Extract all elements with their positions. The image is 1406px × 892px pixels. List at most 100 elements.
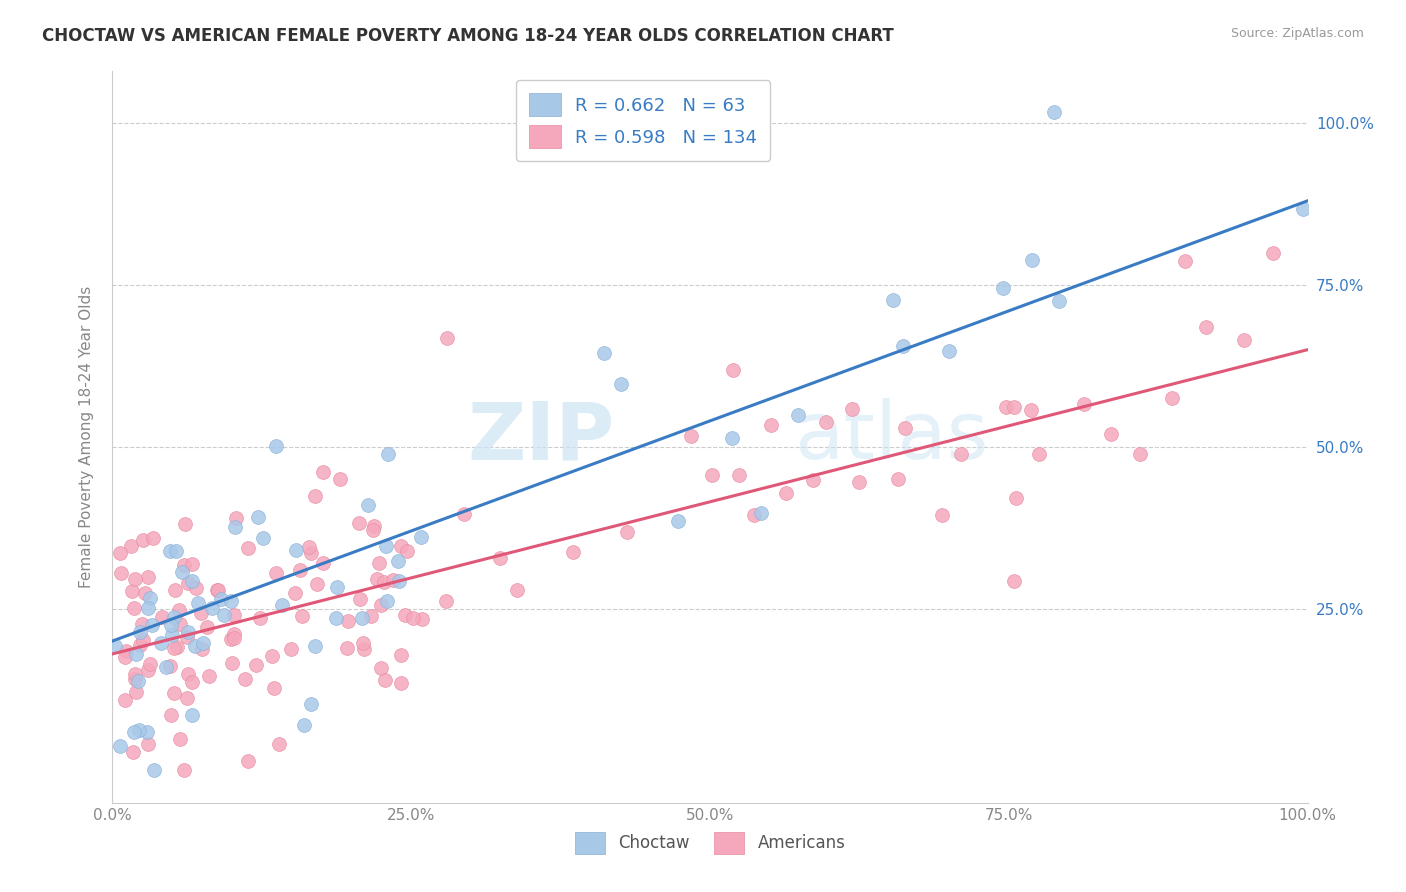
Point — [1047, 293, 1070, 308]
Point — [388, 574, 411, 588]
Point — [489, 550, 512, 565]
Point — [374, 540, 396, 554]
Point — [299, 546, 322, 560]
Point — [114, 693, 136, 707]
Point — [132, 533, 155, 547]
Point — [616, 524, 638, 539]
Point — [263, 681, 285, 695]
Point — [366, 572, 388, 586]
Point — [506, 582, 529, 597]
Point — [370, 599, 392, 613]
Point — [143, 764, 166, 778]
Point — [114, 650, 136, 665]
Point — [209, 591, 232, 606]
Point — [1099, 426, 1122, 441]
Point — [124, 572, 146, 586]
Point — [593, 346, 616, 360]
Point — [744, 508, 766, 523]
Point — [361, 523, 384, 537]
Point — [201, 601, 224, 615]
Point — [121, 584, 143, 599]
Point — [246, 509, 269, 524]
Point — [173, 558, 195, 573]
Point — [1263, 246, 1285, 260]
Point — [775, 485, 797, 500]
Point — [207, 582, 229, 597]
Point — [288, 563, 311, 577]
Point — [136, 663, 159, 677]
Point — [373, 574, 395, 589]
Point — [304, 489, 326, 503]
Point — [222, 608, 245, 623]
Point — [262, 648, 284, 663]
Point — [177, 666, 200, 681]
Point — [411, 612, 433, 626]
Point — [163, 610, 186, 624]
Point — [284, 586, 307, 600]
Point — [848, 475, 870, 490]
Point — [138, 591, 160, 605]
Point — [994, 400, 1017, 414]
Point — [184, 640, 207, 654]
Point — [180, 674, 202, 689]
Point — [353, 642, 375, 657]
Point — [336, 640, 359, 655]
Point — [224, 520, 246, 534]
Point — [374, 673, 396, 688]
Point — [292, 718, 315, 732]
Point — [894, 420, 917, 434]
Point — [1233, 334, 1256, 348]
Point — [360, 609, 382, 624]
Point — [349, 592, 371, 607]
Point — [269, 737, 291, 751]
Point — [681, 429, 703, 443]
Point — [350, 611, 373, 625]
Point — [104, 640, 127, 654]
Point — [312, 556, 335, 570]
Point — [122, 725, 145, 739]
Point — [138, 601, 160, 615]
Point — [221, 593, 243, 607]
Point — [815, 415, 838, 429]
Point — [394, 608, 416, 623]
Point — [882, 293, 904, 307]
Point — [108, 739, 131, 754]
Point — [453, 508, 475, 522]
Point — [134, 586, 156, 600]
Point — [1174, 254, 1197, 268]
Legend: Choctaw, Americans: Choctaw, Americans — [568, 826, 852, 860]
Point — [411, 530, 433, 544]
Point — [224, 631, 246, 645]
Point — [163, 582, 186, 597]
Point — [352, 636, 374, 650]
Point — [174, 517, 197, 532]
Point — [165, 544, 187, 558]
Point — [264, 439, 287, 453]
Point — [299, 697, 322, 711]
Point — [931, 508, 953, 522]
Point — [1161, 391, 1184, 405]
Point — [150, 610, 173, 624]
Point — [666, 514, 689, 528]
Point — [347, 516, 370, 531]
Point — [325, 611, 347, 625]
Point — [115, 644, 138, 658]
Point — [1043, 105, 1066, 120]
Point — [1021, 253, 1043, 268]
Point — [170, 566, 193, 580]
Point — [787, 408, 810, 422]
Point — [222, 627, 245, 641]
Point — [219, 632, 242, 646]
Point — [381, 573, 404, 587]
Point — [121, 539, 143, 553]
Point — [108, 546, 131, 560]
Point — [395, 544, 418, 558]
Y-axis label: Female Poverty Among 18-24 Year Olds: Female Poverty Among 18-24 Year Olds — [79, 286, 94, 588]
Point — [128, 624, 150, 639]
Point — [891, 339, 914, 353]
Point — [221, 656, 243, 670]
Point — [328, 472, 350, 486]
Point — [375, 594, 398, 608]
Point — [225, 511, 247, 525]
Point — [127, 673, 149, 688]
